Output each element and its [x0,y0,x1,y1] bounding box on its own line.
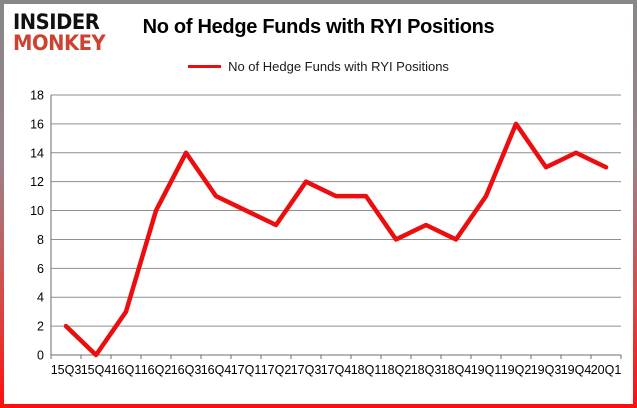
y-axis-tick-label: 4 [37,291,44,305]
x-axis-tick-label: 17Q1 [231,363,262,377]
y-axis-tick-label: 0 [37,349,44,363]
y-axis-tick-label: 10 [30,204,44,218]
y-axis-tick-label: 2 [37,320,44,334]
series-line-ryi [63,121,609,358]
logo-text-monkey: MONKEY [13,31,106,55]
insider-monkey-logo: INSIDER MONKEY [13,10,106,55]
x-axis-tick-label: 16Q4 [201,363,232,377]
y-axis-tick-label: 8 [37,233,44,247]
x-axis-tick-label: 19Q4 [561,363,592,377]
x-axis-tick-label: 17Q2 [261,363,292,377]
x-axis-tick-label: 18Q4 [441,363,472,377]
legend-label: No of Hedge Funds with RYI Positions [228,59,449,74]
y-axis-tick-label: 18 [30,89,44,103]
x-axis-tick-label: 19Q1 [471,363,502,377]
x-axis-tick-label: 16Q3 [171,363,202,377]
x-axis-tick-label: 16Q1 [111,363,142,377]
x-axis-tick-label: 19Q3 [531,363,562,377]
x-axis-tick-label: 18Q2 [381,363,412,377]
x-axis-tick-label: 15Q4 [81,363,112,377]
x-axis-tick-label: 18Q3 [411,363,442,377]
x-axis-tick-label: 19Q2 [501,363,532,377]
chart-title: No of Hedge Funds with RYI Positions [142,16,495,38]
x-axis-tick-label: 15Q3 [51,363,82,377]
y-axis-tick-label: 6 [37,262,44,276]
x-axis-tick-label: 16Q2 [141,363,172,377]
y-axis-tick-label: 12 [30,175,44,189]
x-axis-tick-label: 17Q3 [291,363,322,377]
logo-text-insider: INSIDER [13,10,100,34]
y-axis-tick-label: 16 [30,117,44,131]
legend-line-swatch [188,65,222,68]
legend: No of Hedge Funds with RYI Positions [4,59,633,74]
y-axis-tick-label: 14 [30,146,44,160]
x-axis-tick-label: 17Q4 [321,363,352,377]
x-axis-tick-label: 20Q1 [591,363,622,377]
x-axis-tick-label: 18Q1 [351,363,382,377]
